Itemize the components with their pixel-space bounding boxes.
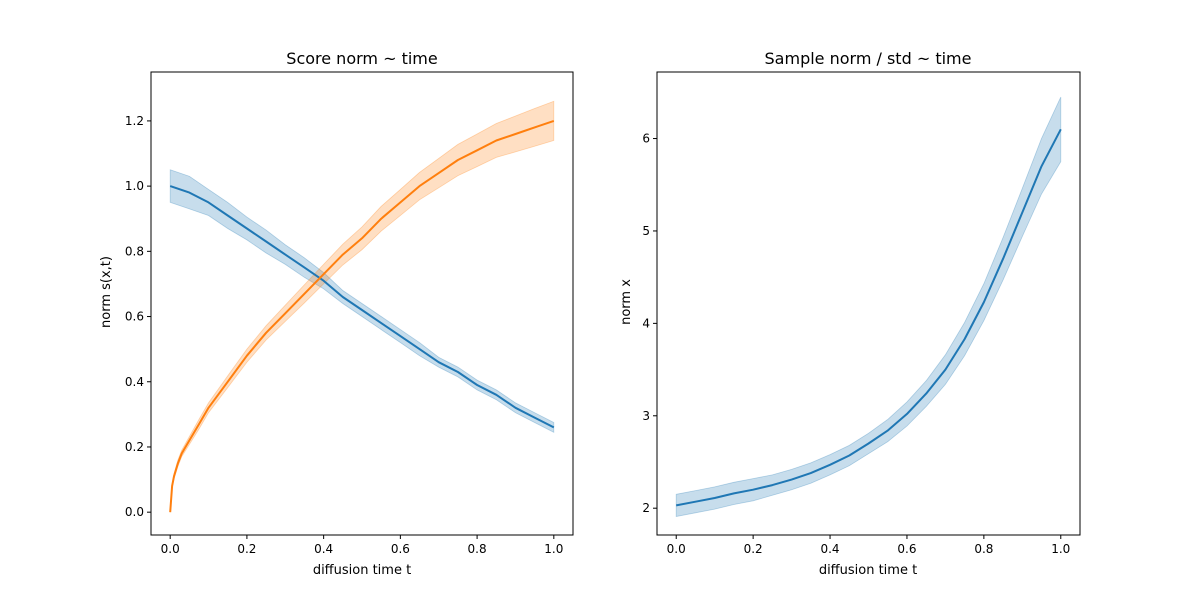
chart-left: Score norm ~ time diffusion time t norm … (99, 49, 574, 578)
x-tick-label: 0.8 (974, 542, 993, 556)
y-tick-label: 0.6 (125, 310, 144, 324)
y-tick-label: 1.0 (125, 179, 144, 193)
series-band-0 (675, 96, 1062, 517)
chart-right-title: Sample norm / std ~ time (765, 49, 972, 68)
series-line-1 (169, 119, 555, 513)
chart-left-xlabel: diffusion time t (313, 563, 411, 578)
chart-right-plot: 0.0 0.2 0.4 0.6 0.8 1.0 2 3 4 5 6 (642, 71, 1081, 556)
axes-frame (150, 71, 574, 536)
x-tick-label: 1.0 (544, 542, 563, 556)
x-tick-label: 0.4 (820, 542, 839, 556)
chart-right-xlabel: diffusion time t (819, 563, 917, 578)
x-tick-label: 0.2 (744, 542, 763, 556)
y-tick-label: 4 (642, 316, 650, 330)
x-tick-label: 0.0 (161, 542, 180, 556)
series-band-0 (169, 169, 555, 433)
chart-right: Sample norm / std ~ time diffusion time … (619, 49, 1081, 578)
y-tick-label: 0.0 (125, 505, 144, 519)
axes-frame (656, 71, 1081, 536)
x-tick-label: 0.8 (468, 542, 487, 556)
chart-left-ylabel: norm s(x,t) (99, 256, 114, 328)
chart-left-plot: 0.0 0.2 0.4 0.6 0.8 1.0 0.0 0.2 0.4 0.6 0.8 1.0 1.2 (125, 71, 574, 556)
y-tick-label: 3 (642, 409, 650, 423)
y-tick-label: 1.2 (125, 114, 144, 128)
y-tick-label: 6 (642, 132, 650, 146)
series-line-0 (169, 185, 555, 429)
y-tick-label: 5 (642, 224, 650, 238)
x-tick-label: 0.0 (667, 542, 686, 556)
chart-right-ylabel: norm x (619, 279, 634, 325)
x-tick-label: 0.2 (237, 542, 256, 556)
series-line-0 (676, 128, 1062, 507)
x-tick-label: 0.6 (897, 542, 916, 556)
y-tick-label: 0.2 (125, 440, 144, 454)
chart-left-title: Score norm ~ time (286, 49, 437, 68)
x-tick-label: 0.6 (391, 542, 410, 556)
x-tick-label: 1.0 (1051, 542, 1070, 556)
y-tick-label: 0.8 (125, 244, 144, 258)
x-tick-label: 0.4 (314, 542, 333, 556)
y-tick-label: 2 (642, 501, 650, 515)
y-tick-label: 0.4 (125, 375, 144, 389)
